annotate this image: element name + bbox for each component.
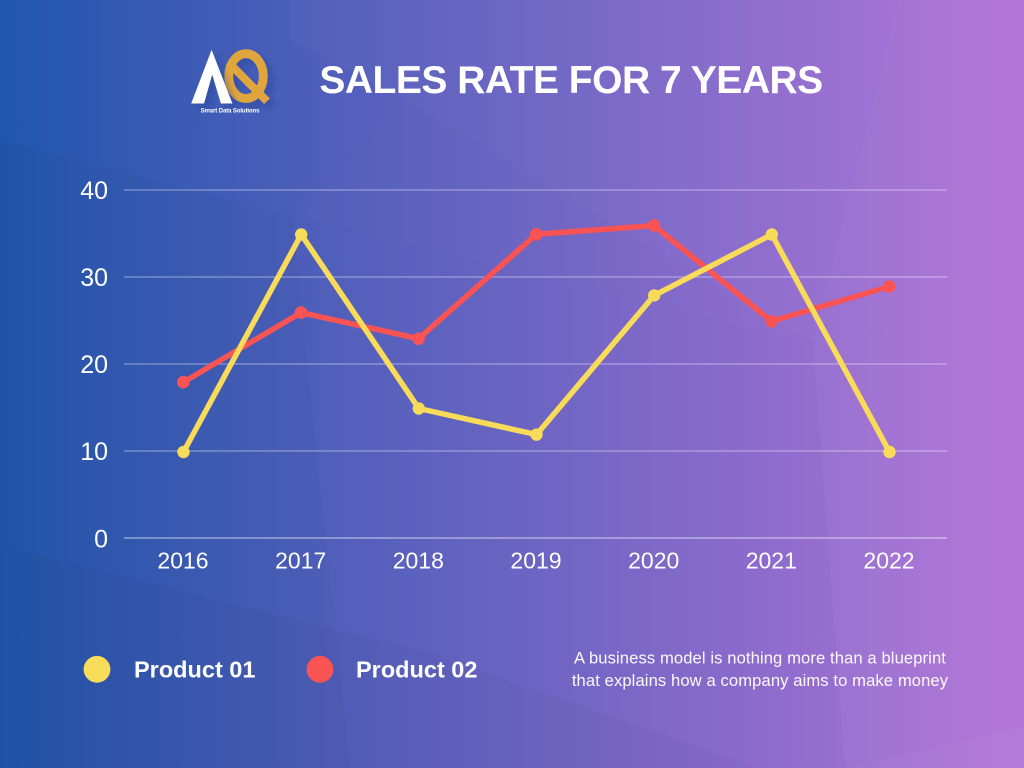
svg-text:2022: 2022 xyxy=(863,548,914,574)
svg-text:2017: 2017 xyxy=(275,548,326,574)
svg-text:20: 20 xyxy=(80,351,108,379)
svg-text:2018: 2018 xyxy=(393,548,444,574)
svg-text:Product 02: Product 02 xyxy=(356,657,477,683)
svg-text:Smart Data Solutions: Smart Data Solutions xyxy=(201,109,260,115)
svg-text:0: 0 xyxy=(94,526,108,554)
svg-text:2021: 2021 xyxy=(746,548,797,574)
svg-text:2020: 2020 xyxy=(628,548,679,574)
svg-text:2016: 2016 xyxy=(157,548,208,574)
svg-text:40: 40 xyxy=(80,177,108,205)
svg-text:that explains how a company ai: that explains how a company aims to make… xyxy=(572,671,949,690)
svg-text:10: 10 xyxy=(80,438,108,466)
svg-text:2019: 2019 xyxy=(510,548,561,574)
svg-text:A business model is nothing mo: A business model is nothing more than a … xyxy=(574,649,946,668)
svg-text:SALES RATE FOR 7 YEARS: SALES RATE FOR 7 YEARS xyxy=(319,59,822,102)
svg-text:Product 01: Product 01 xyxy=(134,657,255,683)
svg-text:30: 30 xyxy=(80,264,108,292)
